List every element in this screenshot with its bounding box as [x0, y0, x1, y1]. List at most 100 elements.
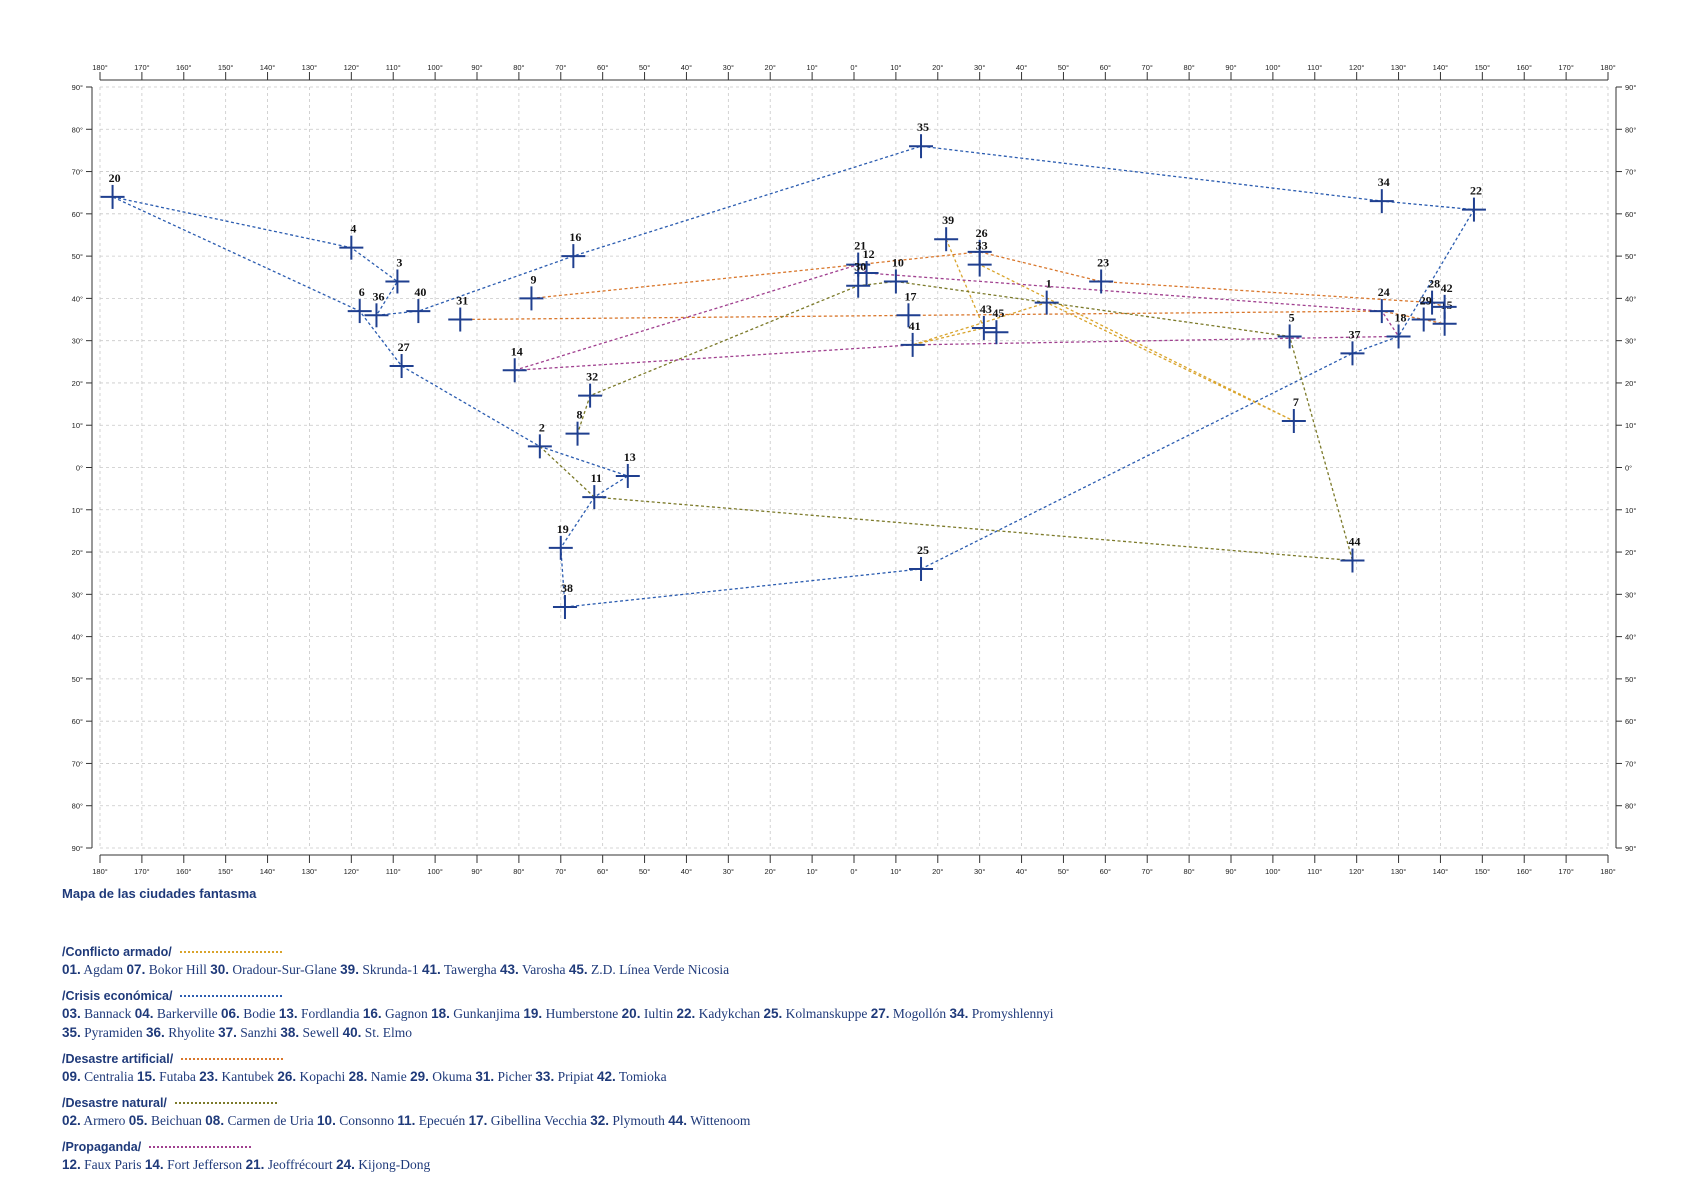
place-marker: 17	[896, 289, 921, 328]
lon-tick-label-top: 30°	[974, 63, 985, 72]
lon-tick-label-bottom: 160°	[1516, 867, 1532, 876]
legend-item-label: Kantubek	[221, 1069, 274, 1084]
place-marker: 7	[1281, 395, 1306, 433]
legend-item-number: 15.	[137, 1069, 156, 1084]
lat-tick-label-right: 40°	[1625, 294, 1636, 303]
lat-tick-label-left: 90°	[72, 844, 83, 853]
lat-tick-label-right: 70°	[1625, 759, 1636, 768]
legend-item-number: 40.	[342, 1025, 362, 1040]
legend-item-number: 29.	[410, 1069, 429, 1084]
place-label: 17	[904, 289, 916, 303]
lon-tick-label-bottom: 70°	[555, 867, 566, 876]
legend-item-label: Iultin	[643, 1006, 674, 1021]
place-label: 38	[561, 581, 573, 595]
lat-tick-label-left: 10°	[72, 506, 83, 515]
lat-tick-label-left: 20°	[72, 379, 83, 388]
lon-tick-label-top: 10°	[890, 63, 901, 72]
legend-item-number: 36.	[146, 1025, 165, 1040]
lat-tick-label-left: 50°	[72, 252, 83, 261]
lat-tick-label-left: 30°	[72, 590, 83, 599]
place-marker: 5	[1277, 310, 1302, 349]
legend-item-number: 12.	[62, 1157, 81, 1172]
legend-item-label: Mogollón	[892, 1006, 947, 1021]
legend-item-label: Humberstone	[545, 1006, 619, 1021]
lon-tick-label-bottom: 130°	[1391, 867, 1407, 876]
lat-tick-label-right: 80°	[1625, 125, 1636, 134]
place-label: 45	[992, 306, 1004, 320]
legend-item-number: 10.	[317, 1113, 336, 1128]
legend-item-number: 43.	[500, 962, 519, 977]
lat-tick-label-left: 50°	[72, 675, 83, 684]
place-label: 2	[539, 420, 545, 434]
lon-tick-label-top: 80°	[513, 63, 524, 72]
legend-item-number: 39.	[340, 962, 359, 977]
legend-item-label: Pripiat	[557, 1069, 594, 1084]
legend: Mapa de las ciudades fantasma /Conflicto…	[62, 886, 1062, 1183]
lat-tick-label-right: 10°	[1625, 421, 1636, 430]
lat-tick-label-left: 70°	[72, 168, 83, 177]
lon-tick-label-bottom: 140°	[260, 867, 276, 876]
legend-category-header: /Desastre natural/	[62, 1095, 1062, 1111]
place-label: 25	[917, 543, 929, 557]
route-natural	[539, 280, 1354, 562]
lon-tick-label-top: 100°	[427, 63, 443, 72]
lat-tick-label-right: 0°	[1625, 464, 1632, 473]
place-label: 33	[976, 239, 988, 253]
place-marker: 43	[971, 302, 996, 340]
lon-tick-label-bottom: 50°	[1058, 867, 1069, 876]
place-label: 34	[1378, 175, 1390, 189]
legend-item-label: Centralia	[84, 1069, 134, 1084]
lon-tick-label-bottom: 130°	[302, 867, 318, 876]
legend-item-label: Rhyolite	[168, 1025, 215, 1040]
place-marker: 4	[339, 222, 364, 260]
legend-item-label: Tomioka	[618, 1069, 667, 1084]
legend-item-label: Kopachi	[299, 1069, 346, 1084]
place-label: 12	[863, 247, 875, 261]
lon-tick-label-top: 120°	[344, 63, 360, 72]
lon-tick-label-top: 40°	[1016, 63, 1027, 72]
place-label: 26	[976, 226, 988, 240]
lat-tick-label-right: 30°	[1625, 337, 1636, 346]
place-label: 44	[1348, 535, 1360, 549]
lon-tick-label-top: 170°	[134, 63, 150, 72]
legend-item-label: Kadykchan	[698, 1006, 761, 1021]
lon-tick-label-top: 50°	[1058, 63, 1069, 72]
legend-item-number: 33.	[535, 1069, 555, 1084]
legend-item-number: 38.	[280, 1025, 300, 1040]
legend-item-label: Fordlandia	[300, 1006, 360, 1021]
place-marker: 34	[1369, 175, 1394, 214]
legend-item-label: Wittenoom	[690, 1113, 751, 1128]
legend-category-name: /Crisis económica/	[62, 989, 173, 1003]
place-marker: 19	[548, 522, 573, 560]
lon-tick-label-bottom: 30°	[974, 867, 985, 876]
legend-item-number: 16.	[362, 1006, 382, 1021]
legend-item-number: 42.	[596, 1069, 616, 1084]
legend-item-number: 22.	[676, 1006, 696, 1021]
place-label: 14	[511, 344, 523, 358]
legend-category: /Desastre natural/02. Armero 05. Beichua…	[62, 1095, 1062, 1130]
legend-item-number: 45.	[568, 962, 588, 977]
legend-category-name: /Desastre natural/	[62, 1096, 167, 1110]
place-marker: 41	[900, 319, 925, 357]
place-label: 37	[1348, 327, 1360, 341]
legend-item-number: 18.	[431, 1006, 450, 1021]
place-marker: 6	[347, 285, 372, 324]
lon-tick-label-bottom: 110°	[386, 867, 401, 876]
place-marker: 22	[1461, 184, 1486, 222]
place-label: 1	[1046, 277, 1052, 291]
legend-item-label: Armero	[83, 1113, 126, 1128]
lon-tick-label-bottom: 0°	[850, 867, 857, 876]
lon-tick-label-top: 110°	[386, 63, 401, 72]
ghost-towns-map: 180° 180° 170° 170° 160° 160° 150° 150° 140° 140°…	[72, 63, 1637, 876]
legend-item-number: 13.	[278, 1006, 298, 1021]
lon-tick-label-top: 110°	[1307, 63, 1322, 72]
legend-item-label: Varosha	[521, 962, 566, 977]
lat-tick-label-left: 60°	[72, 717, 83, 726]
legend-item-number: 01.	[62, 962, 81, 977]
place-label: 32	[586, 370, 598, 384]
lon-tick-label-top: 170°	[1558, 63, 1574, 72]
legend-item-label: Namie	[370, 1069, 407, 1084]
place-marker: 37	[1340, 327, 1365, 366]
lat-tick-label-left: 40°	[72, 633, 83, 642]
lat-tick-label-left: 10°	[72, 421, 83, 430]
